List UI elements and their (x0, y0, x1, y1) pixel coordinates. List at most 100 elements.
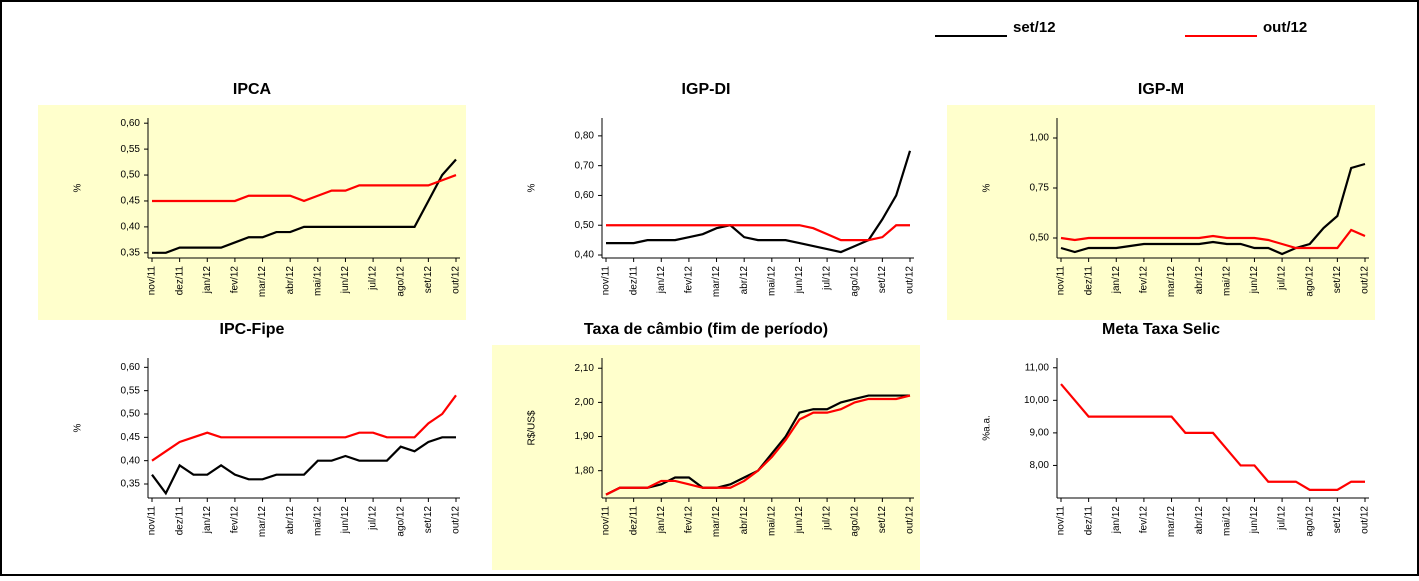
y-axis-label: % (73, 423, 84, 432)
y-tick-label: 8,00 (1030, 460, 1050, 471)
y-axis-label: %a.a. (982, 415, 993, 441)
panel-background (492, 345, 920, 570)
x-tick-label: jun/12 (1249, 506, 1260, 535)
x-tick-label: mai/12 (766, 506, 777, 536)
y-tick-label: 0,45 (121, 196, 141, 207)
x-tick-label: out/12 (1360, 266, 1371, 294)
series-line (1060, 383, 1365, 491)
chart-title: IPCA (233, 81, 272, 98)
y-tick-label: 9,00 (1030, 428, 1050, 439)
x-tick-label: jun/12 (340, 506, 351, 535)
y-tick-label: 0,35 (121, 247, 141, 258)
panel-background (947, 345, 1375, 570)
x-tick-label: out/12 (905, 266, 916, 294)
series-line (606, 224, 910, 242)
x-tick-label: abr/12 (285, 506, 296, 535)
y-axis-label: % (982, 183, 993, 192)
x-tick-label: abr/12 (739, 506, 750, 535)
x-tick-label: out/12 (451, 266, 462, 294)
x-tick-label: ago/12 (849, 266, 860, 297)
x-tick-label: set/12 (1332, 506, 1343, 534)
y-tick-label: 0,60 (121, 118, 141, 129)
x-tick-label: set/12 (1332, 266, 1343, 294)
x-tick-label: dez/11 (174, 506, 185, 536)
x-tick-label: nov/11 (1056, 506, 1067, 536)
x-tick-label: mai/12 (766, 266, 777, 296)
y-axis-label: % (73, 183, 84, 192)
x-tick-label: jun/12 (340, 266, 351, 295)
chart-title: Meta Taxa Selic (1102, 321, 1220, 338)
x-tick-label: jan/12 (1111, 266, 1122, 295)
x-tick-label: abr/12 (1194, 506, 1205, 535)
x-tick-label: mar/12 (257, 506, 268, 538)
x-tick-label: jan/12 (1111, 506, 1122, 535)
x-tick-label: out/12 (905, 506, 916, 534)
x-tick-label: jul/12 (1277, 266, 1288, 291)
series-line (605, 394, 911, 496)
y-tick-label: 0,40 (121, 455, 141, 466)
x-tick-label: mar/12 (711, 266, 722, 298)
chart-title: IPC-Fipe (220, 321, 285, 338)
x-tick-label: jan/12 (656, 266, 667, 295)
y-tick-label: 0,80 (575, 131, 595, 142)
x-tick-label: abr/12 (1194, 266, 1205, 295)
x-tick-label: ago/12 (395, 266, 406, 297)
y-tick-label: 10,00 (1024, 395, 1049, 406)
x-tick-label: ago/12 (849, 506, 860, 537)
y-axis-label: R$/US$ (527, 410, 538, 445)
series-line (1060, 228, 1366, 250)
panel-background (38, 105, 466, 320)
x-tick-label: fev/12 (684, 266, 695, 294)
y-tick-label: 0,35 (121, 479, 141, 490)
y-tick-label: 0,50 (1030, 233, 1050, 244)
x-tick-label: mar/12 (711, 506, 722, 538)
x-tick-label: mai/12 (1221, 506, 1232, 536)
x-tick-label: mar/12 (257, 266, 268, 298)
panel-background (38, 345, 466, 570)
y-tick-label: 0,75 (1030, 183, 1050, 194)
x-tick-label: dez/11 (174, 266, 185, 296)
y-tick-label: 0,50 (121, 170, 141, 181)
y-axis-label: % (527, 183, 538, 192)
x-tick-label: nov/11 (601, 266, 612, 296)
y-tick-label: 0,60 (121, 362, 141, 373)
y-tick-label: 11,00 (1025, 362, 1050, 373)
x-tick-label: nov/11 (147, 506, 158, 536)
x-tick-label: jun/12 (794, 266, 805, 295)
legend-label: out/12 (1263, 19, 1307, 36)
y-tick-label: 2,10 (575, 363, 595, 374)
x-tick-label: jan/12 (656, 506, 667, 535)
x-tick-label: fev/12 (684, 506, 695, 534)
x-tick-label: fev/12 (1139, 506, 1150, 534)
x-tick-label: mar/12 (1166, 266, 1177, 298)
x-tick-label: dez/11 (628, 266, 639, 296)
y-tick-label: 0,55 (121, 144, 141, 155)
x-tick-label: ago/12 (1304, 506, 1315, 537)
y-tick-label: 0,45 (121, 432, 141, 443)
y-tick-label: 2,00 (575, 397, 595, 408)
y-tick-label: 0,40 (575, 250, 595, 261)
x-tick-label: mai/12 (1221, 266, 1232, 296)
x-tick-label: jan/12 (202, 506, 213, 535)
panel-background (492, 105, 920, 320)
x-tick-label: fev/12 (230, 506, 241, 534)
x-tick-label: jun/12 (794, 506, 805, 535)
x-tick-label: jul/12 (368, 266, 379, 291)
y-tick-label: 0,40 (121, 222, 141, 233)
x-tick-label: set/12 (423, 506, 434, 534)
x-tick-label: jul/12 (822, 266, 833, 291)
x-tick-label: set/12 (423, 266, 434, 294)
series-line (151, 436, 456, 496)
chart-title: IGP-DI (682, 81, 731, 98)
x-tick-label: jun/12 (1249, 266, 1260, 295)
chart-title: IGP-M (1138, 81, 1184, 98)
y-tick-label: 0,70 (575, 160, 595, 171)
x-tick-label: set/12 (877, 266, 888, 294)
x-tick-label: nov/11 (147, 266, 158, 296)
y-tick-label: 1,80 (575, 465, 595, 476)
x-tick-label: out/12 (451, 506, 462, 534)
series-line (151, 394, 457, 462)
x-tick-label: ago/12 (1304, 266, 1315, 297)
y-tick-label: 0,50 (121, 409, 141, 420)
